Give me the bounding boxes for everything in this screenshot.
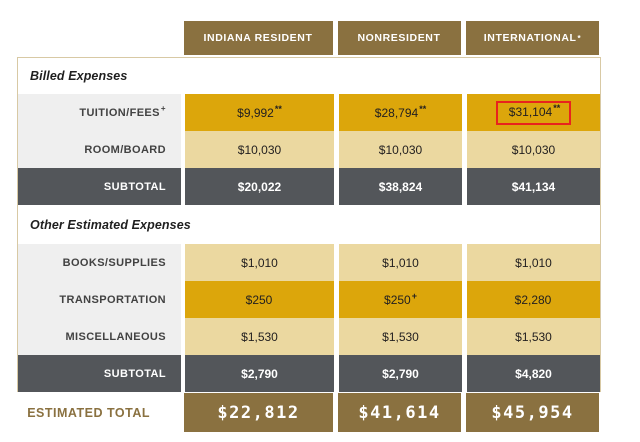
annotation-highlight-box: $31,104 ** xyxy=(495,100,572,125)
value-cell-transport-indiana: $250 xyxy=(185,281,334,318)
table-row-estimated-total: ESTIMATED TOTAL $22,812 $41,614 $45,954 xyxy=(17,393,599,432)
cell-value: $2,790 xyxy=(382,366,419,381)
row-label-room-board: ROOM/BOARD xyxy=(18,131,181,168)
value-cell-tuition-international: $31,104 ** xyxy=(467,94,600,131)
value-cell-tuition-indiana: $9,992 ** xyxy=(185,94,334,131)
value-cell-subtotal1-indiana: $20,022 xyxy=(185,168,334,205)
row-label-miscellaneous: MISCELLANEOUS xyxy=(18,318,181,355)
value-cell-total-indiana: $22,812 xyxy=(184,393,333,432)
table-row-subtotal-other: SUBTOTAL $2,790 $2,790 $4,820 xyxy=(18,355,600,392)
table-row-room-board: ROOM/BOARD $10,030 $10,030 $10,030 xyxy=(18,131,600,168)
section-header-other-estimated-expenses: Other Estimated Expenses xyxy=(18,205,600,244)
cell-value: $1,530 xyxy=(382,329,419,344)
cell-value: $45,954 xyxy=(491,402,574,423)
cell-value: $31,104 xyxy=(508,104,553,119)
cell-value: $22,812 xyxy=(217,402,300,423)
value-cell-total-nonresident: $41,614 xyxy=(338,393,461,432)
cell-value: $1,010 xyxy=(382,255,419,270)
table-row-transportation: TRANSPORTATION $250 $250 + $2,280 xyxy=(18,281,600,318)
cell-value: $10,030 xyxy=(511,142,556,157)
cell-value: $1,530 xyxy=(241,329,278,344)
value-cell-books-international: $1,010 xyxy=(467,244,600,281)
value-cell-subtotal2-nonresident: $2,790 xyxy=(339,355,462,392)
cell-value: $1,010 xyxy=(515,255,552,270)
value-cell-subtotal2-indiana: $2,790 xyxy=(185,355,334,392)
section-title: Other Estimated Expenses xyxy=(30,217,191,232)
column-header-sup: * xyxy=(577,33,582,43)
row-label-text: MISCELLANEOUS xyxy=(65,330,166,343)
section-title: Billed Expenses xyxy=(30,69,128,83)
value-cell-books-nonresident: $1,010 xyxy=(339,244,462,281)
value-cell-tuition-nonresident: $28,794 ** xyxy=(339,94,462,131)
row-label-sup: + xyxy=(160,104,166,113)
value-cell-roomboard-nonresident: $10,030 xyxy=(339,131,462,168)
row-label-transportation: TRANSPORTATION xyxy=(18,281,181,318)
cell-value: $20,022 xyxy=(237,179,282,194)
cell-value-sup: ** xyxy=(419,103,427,114)
row-label-subtotal: SUBTOTAL xyxy=(18,168,181,205)
cell-value: $38,824 xyxy=(378,179,423,194)
row-label-text: SUBTOTAL xyxy=(103,180,166,193)
value-cell-roomboard-international: $10,030 xyxy=(467,131,600,168)
header-spacer xyxy=(17,21,180,55)
value-cell-misc-international: $1,530 xyxy=(467,318,600,355)
table-header-row: INDIANA RESIDENT NONRESIDENT INTERNATION… xyxy=(17,21,599,55)
cell-value-sup: ** xyxy=(553,102,561,113)
column-header-indiana-resident: INDIANA RESIDENT xyxy=(184,21,333,55)
cell-value: $41,614 xyxy=(358,402,441,423)
cell-value: $250 xyxy=(245,292,273,307)
row-label-text: BOOKS/SUPPLIES xyxy=(62,256,166,269)
value-cell-misc-nonresident: $1,530 xyxy=(339,318,462,355)
cell-value: $10,030 xyxy=(237,142,282,157)
value-cell-subtotal2-international: $4,820 xyxy=(467,355,600,392)
cell-value: $1,530 xyxy=(515,329,552,344)
cell-value: $1,010 xyxy=(241,255,278,270)
row-label-text: ESTIMATED TOTAL xyxy=(27,405,150,420)
value-cell-total-international: $45,954 xyxy=(466,393,599,432)
cell-value: $28,794 xyxy=(374,105,419,120)
column-header-nonresident: NONRESIDENT xyxy=(338,21,461,55)
table-body: Billed Expenses TUITION/FEES + $9,992 ** $… xyxy=(17,57,601,392)
row-label-text: SUBTOTAL xyxy=(103,367,166,380)
cell-value: $9,992 xyxy=(237,105,274,120)
cell-value: $10,030 xyxy=(378,142,423,157)
value-cell-transport-nonresident: $250 + xyxy=(339,281,462,318)
cell-value: $2,280 xyxy=(514,292,552,307)
cell-value: $41,134 xyxy=(511,179,556,194)
value-cell-subtotal1-international: $41,134 xyxy=(467,168,600,205)
row-label-text: TUITION/FEES xyxy=(79,106,160,119)
cell-value: $2,790 xyxy=(241,366,278,381)
row-label-estimated-total: ESTIMATED TOTAL xyxy=(17,393,180,432)
cell-value-sup: ** xyxy=(274,103,282,114)
row-label-text: ROOM/BOARD xyxy=(84,143,166,156)
column-header-label: NONRESIDENT xyxy=(357,32,441,44)
row-label-subtotal: SUBTOTAL xyxy=(18,355,181,392)
row-label-books-supplies: BOOKS/SUPPLIES xyxy=(18,244,181,281)
section-header-billed-expenses: Billed Expenses xyxy=(18,58,600,94)
cell-value: $4,820 xyxy=(515,366,552,381)
column-header-international: INTERNATIONAL * xyxy=(466,21,599,55)
table-row-subtotal-billed: SUBTOTAL $20,022 $38,824 $41,134 xyxy=(18,168,600,205)
value-cell-roomboard-indiana: $10,030 xyxy=(185,131,334,168)
row-label-text: TRANSPORTATION xyxy=(59,293,166,306)
column-header-label: INDIANA RESIDENT xyxy=(203,32,313,44)
table-row-miscellaneous: MISCELLANEOUS $1,530 $1,530 $1,530 xyxy=(18,318,600,355)
cell-value-sup: + xyxy=(411,290,417,301)
column-header-label: INTERNATIONAL xyxy=(483,32,577,44)
value-cell-misc-indiana: $1,530 xyxy=(185,318,334,355)
cell-value: $250 xyxy=(384,292,411,307)
table-row-tuition-fees: TUITION/FEES + $9,992 ** $28,794 ** $31,104… xyxy=(18,94,600,131)
value-cell-books-indiana: $1,010 xyxy=(185,244,334,281)
value-cell-transport-international: $2,280 xyxy=(467,281,600,318)
row-label-tuition-fees: TUITION/FEES + xyxy=(18,94,181,131)
table-row-books-supplies: BOOKS/SUPPLIES $1,010 $1,010 $1,010 xyxy=(18,244,600,281)
value-cell-subtotal1-nonresident: $38,824 xyxy=(339,168,462,205)
